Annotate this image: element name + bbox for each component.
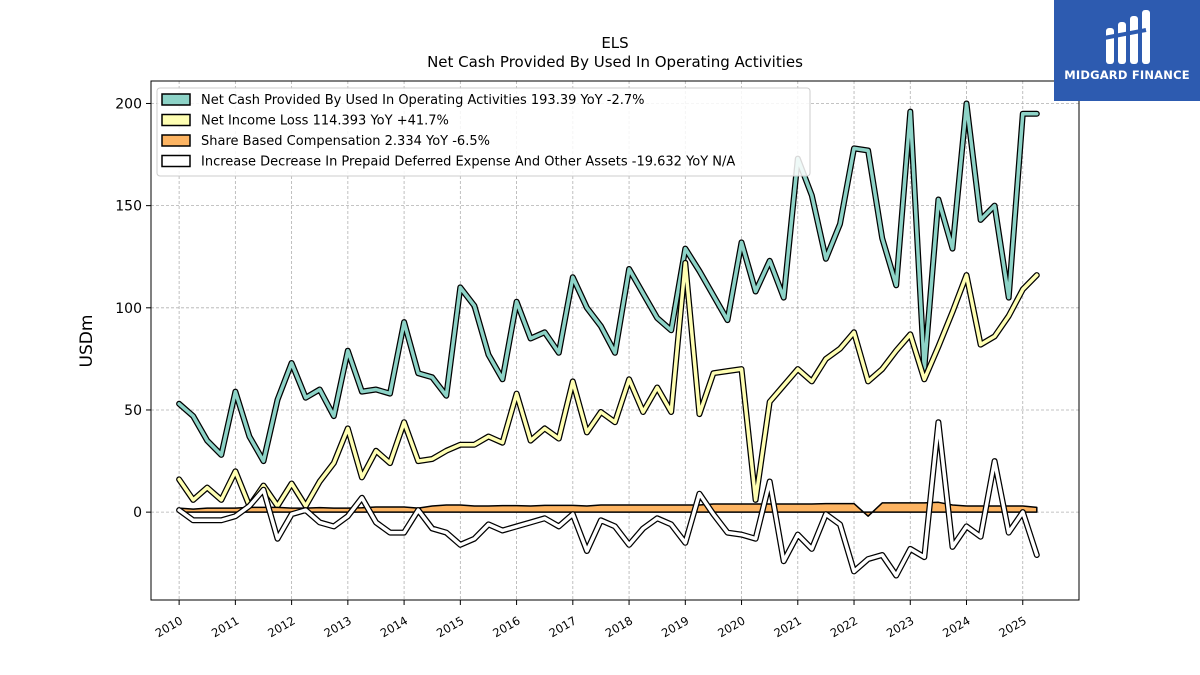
y-tick-label: 100 bbox=[115, 301, 142, 317]
x-tick-label: 2025 bbox=[996, 613, 1028, 640]
legend-entry: Net Income Loss 114.393 YoY +41.7% bbox=[201, 114, 449, 129]
x-tick-label: 2015 bbox=[434, 613, 466, 640]
x-tick-label: 2014 bbox=[378, 613, 410, 640]
legend: Net Cash Provided By Used In Operating A… bbox=[156, 87, 811, 177]
logo: MIDGARD FINANCE bbox=[1054, 0, 1200, 101]
x-tick-label: 2010 bbox=[153, 613, 185, 640]
y-axis-label: USDm bbox=[77, 315, 97, 368]
x-tick-label: 2021 bbox=[771, 613, 803, 640]
series-layer bbox=[176, 100, 1040, 579]
x-tick-label: 2020 bbox=[715, 613, 747, 640]
x-tick-label: 2016 bbox=[490, 613, 522, 640]
series-line bbox=[177, 420, 1039, 578]
legend-entry: Share Based Compensation 2.334 YoY -6.5% bbox=[201, 134, 490, 149]
x-tick-label: 2023 bbox=[884, 613, 916, 640]
x-tick-label: 2012 bbox=[265, 613, 297, 640]
legend-entry: Net Cash Provided By Used In Operating A… bbox=[201, 93, 644, 108]
y-tick-label: 200 bbox=[115, 96, 142, 112]
legend-swatch bbox=[161, 113, 191, 127]
series-line-outline bbox=[176, 259, 1040, 509]
y-tick-label: 50 bbox=[124, 403, 142, 419]
axes: 0 50 100 150 200 2010 2011 2012 2013 2014 2015 2016… bbox=[115, 96, 1029, 640]
series-1 bbox=[176, 100, 1040, 465]
series-line bbox=[177, 261, 1039, 508]
series-band bbox=[178, 501, 1038, 517]
x-tick-label: 2019 bbox=[659, 613, 691, 640]
chart-title: ELS bbox=[601, 34, 628, 52]
series-4 bbox=[176, 419, 1040, 579]
logo-mark-icon bbox=[1103, 10, 1150, 64]
legend-swatch bbox=[161, 93, 191, 106]
y-tick-label: 150 bbox=[115, 199, 142, 215]
logo-text: MIDGARD FINANCE bbox=[1064, 68, 1190, 82]
x-tick-label: 2024 bbox=[940, 613, 972, 640]
y-tick-label: 0 bbox=[133, 505, 142, 521]
x-tick-label: 2018 bbox=[603, 613, 635, 640]
legend-swatch bbox=[161, 134, 191, 147]
series-line bbox=[177, 101, 1039, 463]
x-tick-label: 2011 bbox=[209, 613, 241, 640]
legend-entry: Increase Decrease In Prepaid Deferred Ex… bbox=[201, 155, 735, 170]
plot-frame bbox=[150, 80, 1080, 601]
series-3 bbox=[178, 501, 1038, 517]
chart-subtitle: Net Cash Provided By Used In Operating A… bbox=[427, 53, 803, 71]
x-tick-label: 2022 bbox=[828, 613, 860, 640]
series-2 bbox=[176, 259, 1040, 509]
legend-box bbox=[156, 87, 811, 177]
legend-swatch bbox=[161, 154, 191, 168]
x-tick-label: 2017 bbox=[546, 613, 578, 640]
x-tick-label: 2013 bbox=[322, 613, 354, 640]
